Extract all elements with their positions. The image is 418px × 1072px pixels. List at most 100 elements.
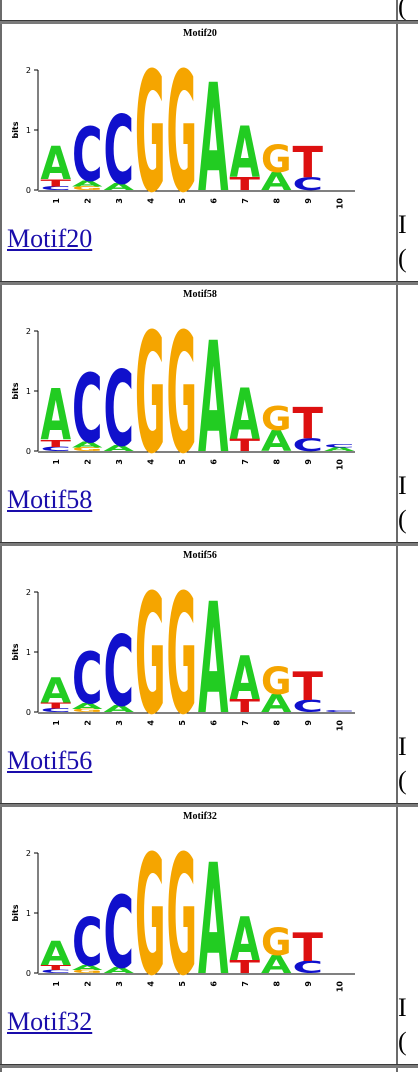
- logo-letter-glyph: T: [41, 964, 73, 972]
- y-tick-label: 2: [26, 66, 31, 75]
- logo-letter-glyph: G: [261, 399, 292, 438]
- logo-letter-c: C: [104, 616, 135, 729]
- logo-letter-t: T: [41, 964, 73, 972]
- logo-letter-g: G: [135, 822, 166, 997]
- motif-cell: Motif32 0 1 2 bits 1 C T A 2 G A C 3 A C 4 G 5 G 6 A 7 T A 8 A G 9 C T…: [2, 807, 396, 1064]
- logo-title: Motif56: [183, 550, 217, 561]
- position-label: 10: [335, 459, 344, 471]
- logo-letter-glyph: A: [104, 443, 135, 453]
- position-label: 3: [115, 720, 124, 726]
- logo-letter-a: A: [72, 964, 103, 972]
- logo-letter-glyph: T: [230, 957, 262, 978]
- logo-letter-a: A: [41, 671, 72, 711]
- logo-letter-glyph: A: [198, 311, 229, 475]
- logo-letter-g: G: [72, 185, 103, 191]
- logo-letter-glyph: G: [261, 138, 292, 181]
- logo-letter-glyph: A: [198, 833, 229, 997]
- clipped-cell-text: (: [398, 244, 407, 273]
- logo-letter-t: T: [41, 437, 72, 449]
- logo-letter-glyph: A: [230, 905, 261, 974]
- position-label: 7: [241, 981, 250, 987]
- y-axis-label: bits: [11, 643, 20, 660]
- y-tick-label: 1: [26, 648, 31, 657]
- logo-letter-c: C: [41, 185, 72, 191]
- logo-letter-g: G: [167, 300, 198, 475]
- logo-letter-glyph: C: [41, 185, 72, 191]
- row-divider: [0, 803, 418, 807]
- y-tick-label: 1: [26, 387, 31, 396]
- position-label: 3: [115, 198, 124, 204]
- clipped-cell-text: I: [398, 210, 407, 239]
- logo-letter-glyph: T: [230, 696, 262, 717]
- logo-letter-a: A: [261, 425, 292, 459]
- position-label: 9: [304, 981, 313, 987]
- motif-link[interactable]: Motif32: [7, 1007, 93, 1036]
- position-label: 8: [272, 981, 281, 987]
- position-label: 8: [272, 720, 281, 726]
- logo-letter-g: G: [261, 921, 292, 964]
- logo-letter-glyph: A: [324, 446, 356, 452]
- y-tick-label: 1: [26, 909, 31, 918]
- table-left-border: [0, 0, 2, 1072]
- y-axis-label: bits: [11, 904, 20, 921]
- y-tick-label: 1: [26, 126, 31, 135]
- logo-letter-a: A: [261, 950, 292, 979]
- position-label: 10: [335, 198, 344, 210]
- position-label: 3: [115, 459, 124, 465]
- logo-letter-a: A: [198, 833, 229, 997]
- motif-link[interactable]: Motif56: [7, 746, 93, 775]
- logo-letter-glyph: G: [167, 561, 198, 736]
- y-tick-label: 0: [26, 708, 31, 717]
- logo-letter-t: T: [41, 701, 73, 711]
- position-label: 5: [178, 198, 187, 204]
- position-label: 1: [52, 459, 61, 465]
- logo-letter-g: G: [261, 138, 292, 181]
- position-label: 10: [335, 981, 344, 993]
- motif-cell: Motif56 0 1 2 bits 1 C T A 2 G A C 3 A C 4 G 5 G 6 A 7 T A 8 A G 9 C T…: [2, 546, 396, 803]
- logo-letter-c: C: [104, 877, 135, 991]
- logo-letter-glyph: C: [293, 697, 324, 716]
- logo-letter-glyph: C: [104, 877, 135, 991]
- logo-letter-a: A: [198, 572, 229, 736]
- y-tick-label: 0: [26, 447, 31, 456]
- motif-cell: Motif58 0 1 2 bits 1 C T A 2 G A C 3 A C 4 G 5 G 6 A 7 T A 8 A G 9 C T…: [2, 285, 396, 542]
- logo-letter-glyph: A: [104, 965, 135, 975]
- logo-letter-glyph: A: [41, 374, 72, 456]
- position-label: 1: [52, 720, 61, 726]
- logo-letter-a: A: [230, 374, 261, 456]
- logo-letter-c: C: [72, 353, 103, 464]
- logo-title: Motif32: [183, 811, 217, 822]
- logo-letter-c: C: [72, 112, 103, 199]
- logo-letter-glyph: G: [72, 969, 103, 974]
- logo-letter-glyph: G: [135, 300, 166, 475]
- logo-letter-glyph: C: [293, 435, 324, 456]
- motif-link[interactable]: Motif20: [7, 224, 93, 253]
- logo-letter-g: G: [72, 969, 103, 974]
- position-label: 2: [83, 459, 92, 465]
- position-label: 5: [178, 459, 187, 465]
- motif-link[interactable]: Motif58: [7, 485, 93, 514]
- logo-letter-c: C: [72, 638, 103, 720]
- logo-letter-c: C: [72, 906, 103, 982]
- logo-letter-t: T: [293, 399, 324, 449]
- position-label: 6: [209, 198, 218, 204]
- logo-letter-g: G: [261, 399, 292, 438]
- position-label: 6: [209, 981, 218, 987]
- position-label: 6: [209, 459, 218, 465]
- row-divider: [0, 542, 418, 546]
- logo-letter-glyph: T: [293, 399, 324, 449]
- logo-letter-a: A: [198, 311, 229, 475]
- logo-letter-t: T: [293, 924, 324, 971]
- logo-letter-glyph: C: [104, 351, 135, 471]
- logo-letter-glyph: G: [72, 446, 103, 452]
- logo-letter-glyph: T: [41, 177, 72, 189]
- clipped-cell-text: (: [398, 766, 407, 795]
- clipped-cell-text: (: [398, 505, 407, 534]
- logo-letter-glyph: C: [104, 95, 135, 206]
- logo-letter-a: A: [261, 167, 292, 196]
- logo-letter-c: C: [41, 969, 72, 974]
- logo-letter-glyph: C: [293, 958, 324, 977]
- position-label: 4: [146, 720, 155, 726]
- logo-letter-glyph: A: [230, 112, 261, 194]
- logo-letter-glyph: G: [167, 39, 198, 214]
